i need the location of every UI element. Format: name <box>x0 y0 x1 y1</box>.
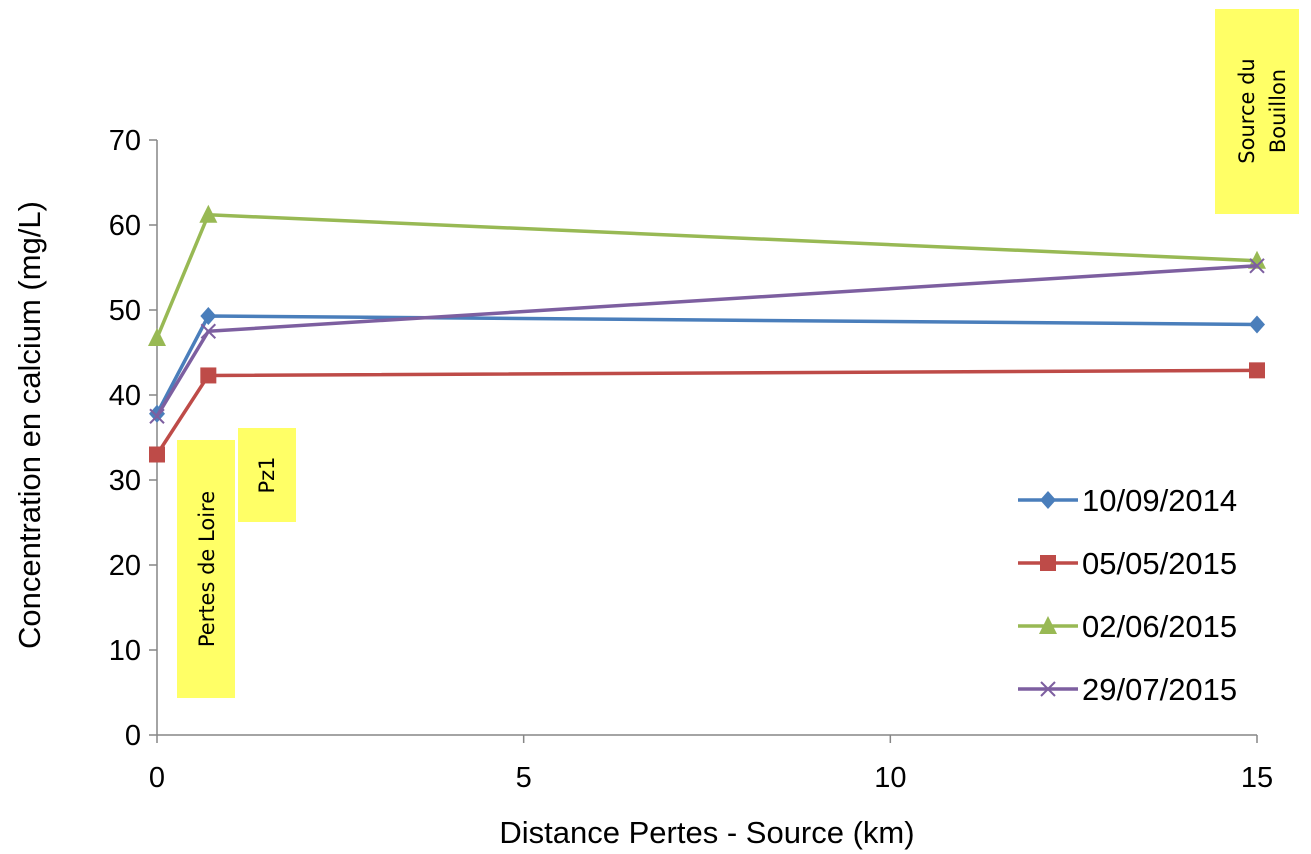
x-ticks: 0 5 10 15 <box>149 735 1273 794</box>
legend: 10/09/2014 05/05/2015 02/06/2015 29/07/2015 <box>1018 483 1237 707</box>
y-tick-label: 70 <box>109 125 141 157</box>
annotation-pertes-label: Pertes de Loire <box>195 491 219 647</box>
annotation-pz1-box <box>238 428 296 522</box>
data-point-marker-stroke <box>149 408 165 424</box>
data-point-marker <box>200 306 217 325</box>
y-tick-label: 10 <box>109 635 141 667</box>
y-tick-label: 50 <box>109 295 141 327</box>
data-point-marker-stroke <box>1249 258 1265 274</box>
legend-swatch-marker-stroke <box>1040 681 1056 697</box>
annotations: Pertes de Loire Pz1 Source du Bouillon <box>177 9 1299 698</box>
annotation-source-label-line2: Bouillon <box>1266 69 1290 153</box>
legend-swatch-marker <box>1040 555 1056 571</box>
x-tick-label: 10 <box>874 762 906 794</box>
legend-swatch-marker <box>1040 681 1056 697</box>
x-tick-label: 5 <box>516 762 532 794</box>
data-point-marker <box>148 328 166 347</box>
data-point-marker <box>200 367 217 384</box>
axes <box>156 140 1257 736</box>
data-point-marker <box>1249 315 1265 334</box>
y-tick-label: 20 <box>109 550 141 582</box>
y-tick-label: 40 <box>109 380 141 412</box>
annotation-pertes-box <box>177 440 235 698</box>
data-point-marker <box>1248 250 1266 269</box>
legend-label: 05/05/2015 <box>1082 546 1237 581</box>
x-axis-title: Distance Pertes - Source (km) <box>499 815 914 850</box>
data-point-marker-stroke <box>200 323 217 339</box>
y-tick-label: 0 <box>125 720 141 752</box>
series-3 <box>148 204 1266 347</box>
legend-item: 29/07/2015 <box>1018 672 1237 707</box>
legend-swatch-marker <box>1040 491 1056 509</box>
annotation-source-label-line1: Source du <box>1235 58 1259 163</box>
series-4 <box>149 258 1265 424</box>
data-point-marker <box>1249 362 1265 379</box>
legend-item: 02/06/2015 <box>1018 609 1237 644</box>
legend-label: 02/06/2015 <box>1082 609 1237 644</box>
data-point-marker <box>149 446 165 463</box>
series-layer <box>148 204 1266 463</box>
x-tick-label: 0 <box>149 762 165 794</box>
legend-swatch-marker <box>1039 616 1057 634</box>
series-line <box>155 314 1258 415</box>
y-axis-title: Concentration en calcium (mg/L) <box>12 201 47 649</box>
x-tick-label: 15 <box>1241 762 1273 794</box>
y-tick-label: 30 <box>109 465 141 497</box>
y-ticks: 0 10 20 30 40 50 60 70 <box>109 125 157 752</box>
series-line <box>155 264 1258 418</box>
legend-label: 10/09/2014 <box>1082 483 1237 518</box>
annotation-pz1-label: Pz1 <box>255 456 279 493</box>
data-point-marker <box>199 204 218 223</box>
series-line <box>155 368 1258 456</box>
annotation-source-box <box>1215 9 1299 214</box>
data-point-marker <box>200 323 217 339</box>
legend-item: 05/05/2015 <box>1018 546 1237 581</box>
series-2 <box>149 362 1265 463</box>
legend-item: 10/09/2014 <box>1018 483 1237 518</box>
legend-label: 29/07/2015 <box>1082 672 1237 707</box>
y-tick-label: 60 <box>109 210 141 242</box>
data-point-marker <box>1249 258 1265 274</box>
data-point-marker <box>149 408 165 424</box>
